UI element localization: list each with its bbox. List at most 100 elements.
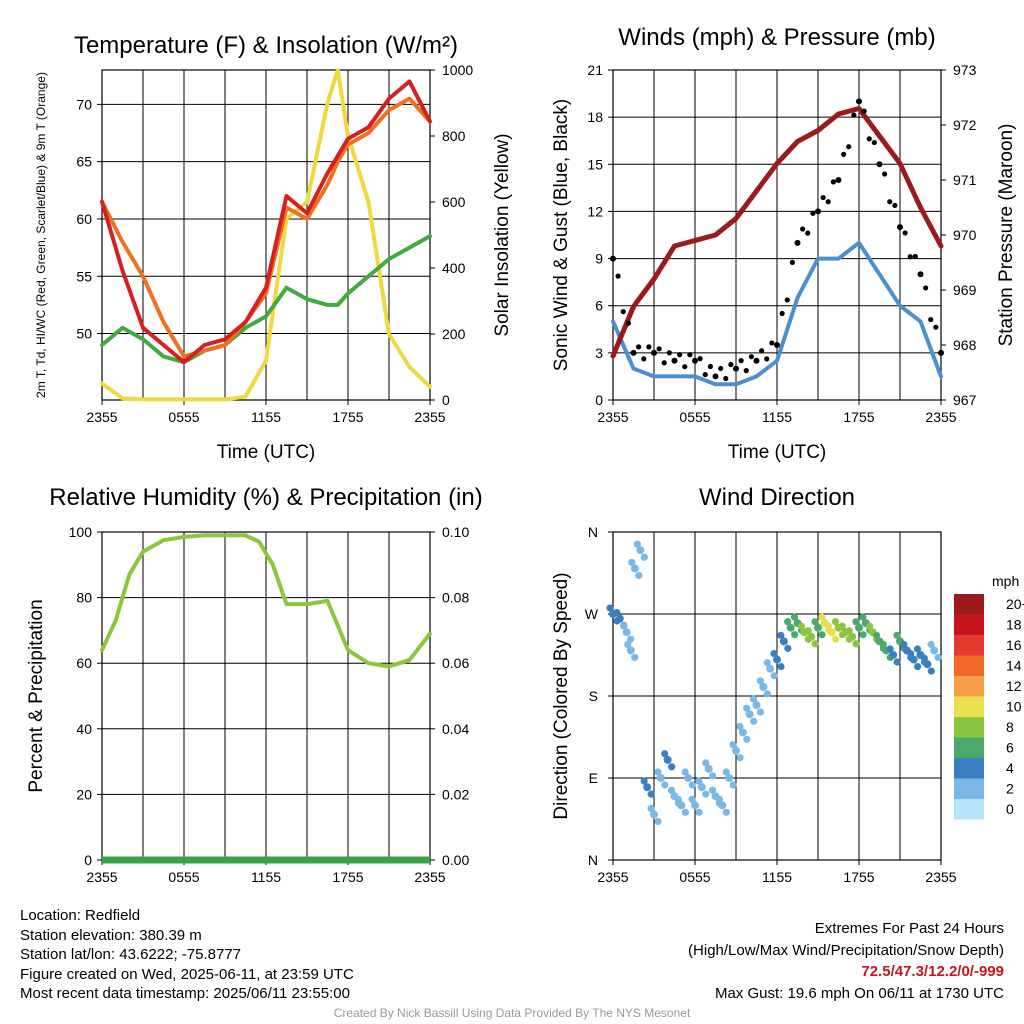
- direction-point: [715, 795, 723, 803]
- wind-gust-point: [810, 210, 816, 216]
- direction-point: [852, 640, 860, 648]
- wind-gust-point: [902, 230, 908, 236]
- direction-point: [688, 795, 696, 803]
- legend-swatch: [954, 676, 984, 697]
- direction-point: [749, 695, 758, 703]
- wind-gust-point: [794, 239, 801, 246]
- wind-gust-point: [800, 226, 806, 232]
- y-right-tick-label: 971: [953, 172, 977, 188]
- x-tick-label: 2355: [414, 869, 445, 885]
- x-tick-label: 1155: [251, 409, 281, 425]
- direction-point: [745, 710, 754, 719]
- direction-point: [777, 631, 785, 639]
- wind-gust-point: [876, 161, 883, 168]
- direction-point: [927, 667, 935, 675]
- wind-gust-point: [759, 348, 765, 354]
- x-tick-label: 2355: [925, 869, 956, 885]
- y-tick-label: 18: [587, 109, 603, 125]
- wind-gust-point: [651, 349, 657, 356]
- wind-gust-point: [861, 108, 867, 114]
- legend-label: 6: [1006, 740, 1014, 756]
- direction-point: [718, 801, 727, 810]
- direction-point: [633, 540, 641, 548]
- direction-point: [681, 768, 689, 776]
- direction-point: [848, 632, 857, 641]
- y-tick-label: E: [589, 770, 598, 786]
- direction-point: [866, 622, 874, 630]
- direction-point: [825, 622, 833, 630]
- station-info: Location: Redfield Station elevation: 38…: [20, 906, 354, 1004]
- wind-gust-point: [830, 179, 836, 185]
- y-tick-label: N: [588, 852, 598, 868]
- direction-point: [704, 764, 713, 773]
- wind-gust-point: [805, 230, 811, 236]
- direction-point: [859, 613, 867, 621]
- legend-label: 16: [1006, 637, 1022, 653]
- legend-label: 12: [1006, 678, 1022, 694]
- direction-point: [643, 783, 652, 792]
- direction-point: [784, 644, 792, 652]
- y-tick-label: 21: [587, 62, 603, 78]
- direction-point: [615, 614, 624, 623]
- wind-gust-point: [723, 375, 729, 382]
- x-tick-label: 1155: [251, 869, 281, 885]
- wind-gust-point: [733, 365, 739, 372]
- direction-point: [640, 553, 648, 561]
- wind-gust-point: [677, 352, 683, 358]
- direction-point: [907, 649, 915, 658]
- direction-point: [647, 790, 655, 798]
- wind-gust-point: [825, 199, 831, 205]
- direction-point: [838, 622, 846, 630]
- extremes-values: 72.5/47.3/12.2/0/-999: [861, 963, 1004, 981]
- y-right-tick-label: 0.02: [442, 786, 469, 802]
- wind-gust-point: [928, 316, 934, 323]
- wind-gust-point: [917, 271, 924, 278]
- x-tick-label: 1755: [843, 869, 874, 885]
- y-tick-label: S: [589, 688, 598, 704]
- wind-gust-point: [892, 202, 898, 209]
- direction-point: [845, 627, 853, 635]
- direction-point: [909, 655, 918, 664]
- direction-point: [759, 682, 768, 691]
- direction-point: [695, 808, 703, 816]
- wind-gust-point: [743, 368, 749, 374]
- direction-point: [777, 662, 785, 671]
- station-location: Location: Redfield: [20, 907, 141, 924]
- x-tick-label: 0555: [168, 869, 199, 885]
- direction-point: [708, 786, 717, 794]
- direction-point: [661, 750, 669, 758]
- direction-point: [779, 637, 788, 646]
- y-tick-label: 80: [76, 590, 92, 606]
- x-tick-label: 2355: [86, 409, 117, 425]
- x-tick-label: 1755: [843, 409, 874, 425]
- dewpoint-line: [100, 234, 432, 365]
- wind-gust-point: [866, 136, 872, 142]
- x-tick-label: 1755: [332, 869, 363, 885]
- y-tick-label: 100: [69, 524, 93, 540]
- wind-gust-point: [897, 224, 903, 231]
- direction-point: [661, 781, 669, 789]
- extremes-title: Extremes For Past 24 Hours: [814, 920, 1004, 937]
- direction-point: [606, 604, 614, 612]
- y-tick-label: 6: [595, 298, 603, 314]
- direction-point: [722, 808, 730, 816]
- direction-point: [934, 653, 942, 662]
- temperature-line: [100, 79, 432, 365]
- direction-point: [807, 632, 816, 641]
- y-tick-label: 65: [76, 154, 92, 170]
- x-tick-label: 0555: [679, 409, 710, 425]
- direction-point: [667, 786, 676, 794]
- y-tick-label: 70: [76, 96, 92, 112]
- station-latlon: Station lat/lon: 43.6222; -75.8777: [20, 946, 242, 964]
- y-axis-label-right: Solar Insolation (Yellow): [492, 133, 513, 336]
- y-right-tick-label: 969: [953, 282, 977, 298]
- y-axis-label-left: Sonic Wind & Gust (Blue, Black): [551, 99, 572, 371]
- direction-point: [650, 810, 658, 819]
- extremes-description: (High/Low/Max Wind/Precipitation/Snow De…: [688, 941, 1004, 959]
- wind-gust-point: [769, 340, 775, 346]
- extremes-box: Extremes For Past 24 Hours (High/Low/Max…: [688, 918, 1004, 1004]
- chart-title-humidity: Relative Humidity (%) & Precipitation (i…: [49, 484, 482, 511]
- y-right-tick-label: 967: [953, 392, 977, 408]
- y-right-tick-label: 0.06: [442, 655, 469, 671]
- direction-point: [756, 677, 764, 685]
